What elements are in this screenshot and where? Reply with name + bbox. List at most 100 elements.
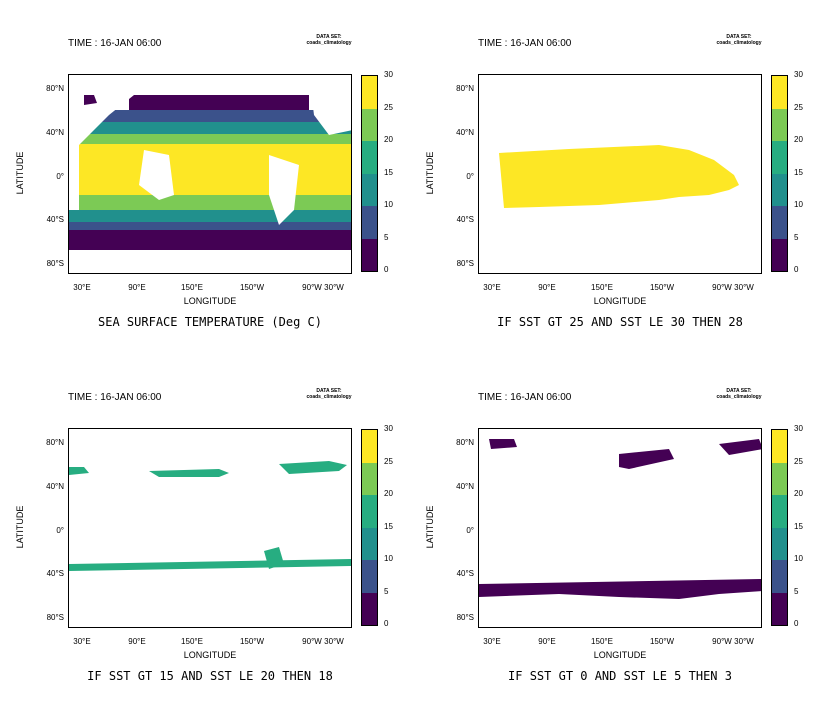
time-label: TIME : 16-JAN 06:00 (478, 392, 572, 403)
colorbar-segment (362, 462, 377, 495)
band-midlat-south (69, 210, 351, 222)
band-polar-south (69, 230, 351, 250)
dataset-line2: coads_climatology (716, 394, 762, 400)
colorbar-tick-label: 10 (794, 200, 803, 209)
map-panel-4: TIME : 16-JAN 06:00 DATA SET: coads_clim… (410, 354, 819, 707)
lat-tick-label: 0° (466, 172, 474, 181)
map-plot-area (68, 428, 352, 628)
colorbar-segment (362, 527, 377, 560)
colorbar-segment (772, 527, 787, 560)
lon-tick-label: 30°W (324, 637, 344, 646)
colorbar-tick-label: 30 (794, 70, 803, 79)
lat-tick-label: 40°S (46, 569, 64, 578)
colorbar-segment (362, 560, 377, 593)
y-axis-label: LATITUDE (15, 505, 25, 549)
colorbar-tick-label: 0 (794, 265, 799, 274)
lon-tick-label: 30°W (324, 283, 344, 292)
lon-tick-label: 150°W (239, 637, 265, 646)
colorbar-tick-label: 25 (384, 102, 393, 112)
colorbar-segment (772, 560, 787, 593)
sst-map (69, 75, 351, 273)
lon-tick-label: 90°W (302, 283, 322, 292)
map-plot-area (478, 428, 762, 628)
dataset-line1: DATA SET: (316, 34, 342, 40)
lat-tick-label: 80°N (46, 84, 64, 93)
cold-arctic-east (719, 439, 761, 455)
colorbar-segment (772, 206, 787, 239)
colorbar-tick-label: 20 (794, 489, 803, 498)
lat-tick-label: 40°N (456, 482, 474, 491)
map-plot-area (478, 74, 762, 274)
lat-tick-label: 40°S (456, 215, 474, 224)
lat-tick-label: 0° (56, 172, 64, 181)
colorbar-tick-label: 15 (794, 521, 803, 531)
colorbar-tick-label: 0 (384, 265, 389, 274)
land-eurasia-west (69, 75, 134, 145)
colorbar-segment (362, 108, 377, 141)
lon-tick-label: 90°W (302, 637, 322, 646)
land-australia-asia (139, 150, 174, 200)
lon-tick-label: 150°W (239, 283, 265, 292)
mid-band-atlantic-north (279, 461, 347, 474)
lon-tick-label: 90°E (538, 283, 556, 292)
time-label: TIME : 16-JAN 06:00 (478, 38, 572, 49)
colorbar-tick-label: 25 (794, 456, 803, 466)
band-midlat-north (79, 122, 351, 134)
mid-band-west-north (69, 467, 89, 475)
colorbar (771, 75, 788, 272)
colorbar-tick-label: 15 (794, 167, 803, 177)
band-subpolar-north (89, 110, 351, 122)
lat-tick-label: 0° (466, 526, 474, 535)
lat-tick-label: 40°N (46, 128, 64, 137)
arctic-blob (84, 95, 97, 105)
colorbar-segment (362, 206, 377, 239)
colorbar-tick-label: 20 (794, 135, 803, 144)
lon-tick-label: 150°E (181, 283, 203, 292)
land-antarctica (69, 250, 351, 273)
colorbar-tick-label: 15 (384, 167, 393, 177)
dataset-line2: coads_climatology (716, 40, 762, 46)
colorbar (361, 429, 378, 626)
lat-tick-label: 80°N (456, 84, 474, 93)
colorbar-tick-label: 25 (794, 102, 803, 112)
map-plot-area (68, 74, 352, 274)
land-south-america (269, 155, 299, 225)
cold-okhotsk (619, 449, 674, 469)
x-axis-label: LONGITUDE (593, 650, 647, 660)
colorbar-tick-label: 5 (794, 232, 799, 242)
lon-tick-label: 30°E (73, 637, 91, 646)
lon-tick-label: 150°E (181, 637, 203, 646)
lon-tick-label: 30°E (483, 283, 501, 292)
map-panel-2: TIME : 16-JAN 06:00 DATA SET: coads_clim… (410, 0, 819, 353)
band-subtrop-south (79, 195, 351, 210)
lat-tick-label: 80°S (46, 259, 64, 268)
dataset-label: DATA SET: coads_climatology (296, 34, 362, 46)
colorbar-tick-label: 20 (384, 489, 393, 498)
colorbar-segment (362, 76, 377, 109)
colorbar-tick-label: 30 (384, 424, 393, 433)
band-subtrop-north (79, 134, 351, 144)
colorbar-segment (772, 495, 787, 528)
panel-caption: IF SST GT 25 AND SST LE 30 THEN 28 (497, 315, 743, 329)
lon-tick-label: 90°W (712, 637, 732, 646)
y-axis-label: LATITUDE (425, 505, 435, 549)
panel-caption: IF SST GT 15 AND SST LE 20 THEN 18 (87, 669, 333, 683)
colorbar-segment (772, 462, 787, 495)
lat-tick-label: 80°N (46, 438, 64, 447)
cold-southern-ocean (479, 579, 761, 599)
colorbar-tick-label: 30 (384, 70, 393, 79)
map-panel-1: TIME : 16-JAN 06:00 DATA SET: coads_clim… (0, 0, 409, 353)
lon-tick-label: 90°E (538, 637, 556, 646)
colorbar-segment (772, 108, 787, 141)
warm-pool (499, 145, 739, 208)
colorbar-segment (772, 592, 787, 625)
colorbar (771, 429, 788, 626)
lat-tick-label: 40°N (456, 128, 474, 137)
lat-tick-label: 40°N (46, 482, 64, 491)
x-axis-label: LONGITUDE (593, 296, 647, 306)
lat-tick-label: 80°S (46, 613, 64, 622)
colorbar-tick-label: 10 (794, 554, 803, 563)
cold-arctic-west (489, 439, 517, 449)
colorbar-tick-label: 20 (384, 135, 393, 144)
colorbar-tick-label: 5 (384, 232, 389, 242)
